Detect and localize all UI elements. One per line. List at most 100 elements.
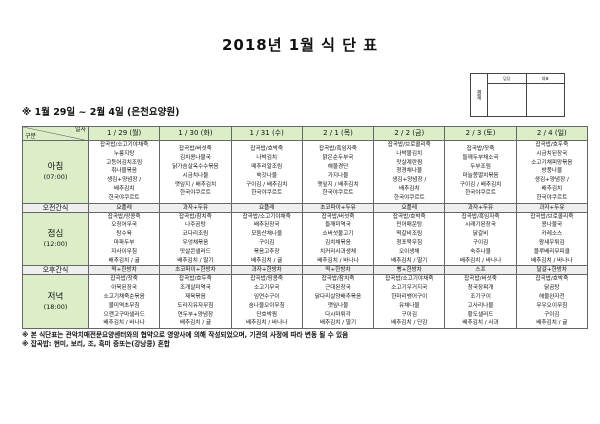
menu-item: 잡곡밥/땅콩죽: [250, 276, 284, 283]
menu-cell: 잡곡밥/버섯죽 청국장찌개 조기구이 고사리나물 황도샐러드 배추김치 / 사과: [444, 274, 517, 330]
afternoon-snack-label: 오후간식: [22, 265, 89, 276]
menu-item: 배추김치 / 바나나: [459, 257, 502, 264]
menu-item: 닭곰탕: [544, 285, 560, 292]
content-area: 일자 구분 1 / 29 (월) 1 / 30 (화) 1 / 31 (수) 2 / 1 …: [22, 126, 589, 349]
corner-cell: 일자 구분: [22, 126, 89, 141]
menu-item: 카레소스: [541, 231, 563, 238]
menu-item: 으깬고구마샐러드: [103, 311, 145, 318]
menu-item: 닭갈비: [472, 231, 489, 238]
menu-item: 모둠산채나물: [251, 231, 283, 238]
lunch-row: 점심 (12:00) 잡곡밥/땅콩죽 오징어무국 탕수육 마파두부 자사이무침 배추김치 / …: [22, 211, 589, 267]
menu-cell: 잡곡밥/소고기야채죽 소고기우거지국 한마리뱅어구이 유채나물 구이김 배추김치 / 단감: [373, 274, 446, 330]
corner-category-label: 구분: [25, 133, 37, 140]
menu-item: 닭다리살양배추볶음: [314, 293, 362, 300]
period-subtitle: ※ 1월 29일 ~ 2월 4일 (은천요양원): [22, 107, 180, 118]
menu-item: 배추김치 / 사과: [462, 320, 499, 327]
menu-cell: 잡곡밥/참치죽 근대된장국 닭다리살양배추볶음 깻잎나물 다시마튀각 배추김치 / 딸기: [301, 274, 375, 330]
menu-item: 생김+양념장 /: [534, 177, 569, 184]
approval-label: 결재: [470, 73, 488, 117]
menu-item: 잡곡밥/버섯죽: [321, 213, 355, 220]
menu-cell: 잡곡밥/브로콜리죽 콩나물국 카레소스 왕새우튀김 블루베리무피클 배추김치 / 바나나: [515, 211, 589, 267]
breakfast-label: 아침 (07:00): [22, 140, 89, 204]
menu-item: 해물완자전: [538, 293, 565, 300]
morning-snack-row: 오전간식 요플레 과자+두유 요플레 초코파이+두유 요플레 과자+두유 과자+두유: [22, 202, 589, 213]
menu-item: 취나물볶음: [111, 168, 137, 175]
menu-cell: 잡곡밥/호두죽 시금치된장국 소고기채피망볶음 방풍나물 생김+양념장 / 배추김치 한국야…: [515, 140, 589, 204]
day-header: 2 / 1 (목): [301, 126, 375, 141]
menu-item: 배추김치 / 딸기: [177, 257, 214, 264]
menu-item: 도라지유자무침: [177, 302, 214, 309]
menu-item: 누룽지탕: [113, 150, 135, 157]
day-header: 1 / 31 (수): [230, 126, 303, 141]
menu-item: 소고기채피망볶음: [531, 159, 573, 166]
menu-cell: 잡곡밥/브로콜리죽 나박물김치 맛살계란찜 청경채나물 생김+양념장 / 배추김치 한국야쿠…: [373, 140, 446, 204]
snack-cell: 떡+한방차: [301, 265, 375, 276]
menu-item: 소고기우거지국: [391, 285, 428, 292]
menu-item: 배추김치 / 귤: [251, 257, 283, 264]
menu-item: 아욱된장국: [111, 285, 137, 292]
menu-item: 배추김치 / 귤: [108, 257, 140, 264]
menu-item: 시금치된장국: [536, 150, 568, 157]
menu-item: 잡곡밥/브로콜리죽: [387, 142, 431, 148]
menu-item: 잡곡밥/소고기야채죽: [100, 142, 149, 148]
menu-item: 소버섯불고기: [322, 231, 354, 238]
menu-item: 잡곡밥/참치죽: [321, 276, 355, 283]
menu-item: 볶음고추장: [253, 248, 280, 255]
menu-item: 청국장찌개: [467, 285, 494, 292]
snack-cell: 떡+한방차: [87, 265, 161, 276]
menu-item: 나박물김치: [396, 150, 423, 157]
menu-item: 구이김: [258, 239, 275, 246]
meal-name: 점심: [47, 228, 64, 239]
menu-item: 다시마튀각: [325, 311, 351, 318]
menu-item: 구이김: [544, 311, 560, 318]
menu-cell: 잡곡밥/버섯죽 김치콩나물국 닭가슴살옥수수볶음 시금치나물 깻잎지 / 배추김치 한국야…: [159, 140, 232, 204]
menu-item: 잡곡밥/브로콜리죽: [530, 213, 574, 220]
menu-item: 김치콩나물국: [179, 155, 211, 162]
menu-item: 배추된장국: [253, 222, 280, 229]
snack-cell: 과자+두유: [159, 202, 232, 213]
morning-snack-label: 오전간식: [22, 202, 89, 213]
menu-item: 유채나물: [398, 302, 420, 309]
menu-item: 떡갈비조림: [396, 231, 423, 238]
menu-item: 잡곡밥/흑임자죽: [319, 146, 357, 153]
menu-item: 민어매운탕: [396, 222, 423, 229]
menu-item: 잡곡밥/잣죽: [110, 276, 138, 283]
day-header: 2 / 2 (금): [373, 126, 446, 141]
menu-item: 잡곡밥/호박죽: [250, 146, 284, 153]
menu-item: 숙주나물: [470, 248, 491, 255]
menu-item: 오징어무국: [111, 222, 137, 229]
menu-item: 배추김치 / 바나나: [103, 320, 145, 327]
menu-item: 황도샐러드: [467, 311, 494, 318]
menu-item: 생김+양념장 /: [107, 177, 142, 184]
menu-item: 임연수구이: [253, 293, 280, 300]
menu-item: 배추김치 / 바나나: [317, 257, 359, 264]
menu-item: 김치채볶음: [325, 239, 351, 246]
menu-item: 잡곡밥/호두죽: [535, 142, 569, 148]
menu-item: 마늘쫑멸치볶음: [462, 172, 499, 179]
menu-item: 한국야쿠르트: [251, 190, 283, 197]
menu-cell: 잡곡밥/참치죽 나주곰탕 코다리조림 우엉채볶음 맛살콘샐러드 배추김치 / 딸기: [159, 211, 232, 267]
menu-cell: 잡곡밥/버섯죽 들깨미역국 소버섯불고기 김치채볶음 치커리사과생채 배추김치 / 바나나: [301, 211, 375, 267]
menu-item: 고등어김치조림: [106, 159, 143, 166]
menu-item: 치커리사과생채: [319, 248, 356, 255]
menu-cell: 잡곡밥/잣죽 아욱된장국 소고기채죽순볶음 물미역초무침 으깬고구마샐러드 배추김치 / …: [87, 274, 161, 330]
menu-item: 한마리뱅어구이: [391, 293, 428, 300]
header-row: 일자 구분 1 / 29 (월) 1 / 30 (화) 1 / 31 (수) 2 / 1 …: [22, 126, 589, 141]
menu-item: 조기구이: [470, 293, 491, 300]
menu-cell: 잡곡밥/소고기야채죽 누룽지탕 고등어김치조림 취나물볶음 생김+양념장 / 배추김치 한국…: [87, 140, 161, 204]
approval-box: 결재 담당 대표: [470, 73, 565, 117]
menu-item: 깻잎나물: [327, 302, 349, 309]
day-header: 1 / 29 (월): [87, 126, 161, 141]
menu-item: 조개살미역국: [179, 285, 211, 292]
menu-cell: 잡곡밥/호두죽 조개살미역국 제육볶음 도라지유자무침 연두부+양념장 배추김치 / 귤: [159, 274, 232, 330]
menu-cell: 잡곡밥/호박죽 민어매운탕 떡갈비조림 청포묵무침 오이생채 배추김치 / 딸기: [373, 211, 446, 267]
page-title: 2018년 1월 식 단 표: [221, 36, 379, 54]
snack-cell: 요플레: [87, 202, 161, 213]
menu-item: 단호박찜: [256, 311, 277, 318]
menu-item: 물미역초무침: [108, 302, 140, 309]
menu-item: 닭가슴살옥수수볶음: [172, 163, 219, 170]
menu-item: 방풍나물: [541, 168, 563, 175]
menu-item: 한국야쿠르트: [393, 194, 425, 201]
menu-item: 시금치나물: [182, 172, 209, 179]
